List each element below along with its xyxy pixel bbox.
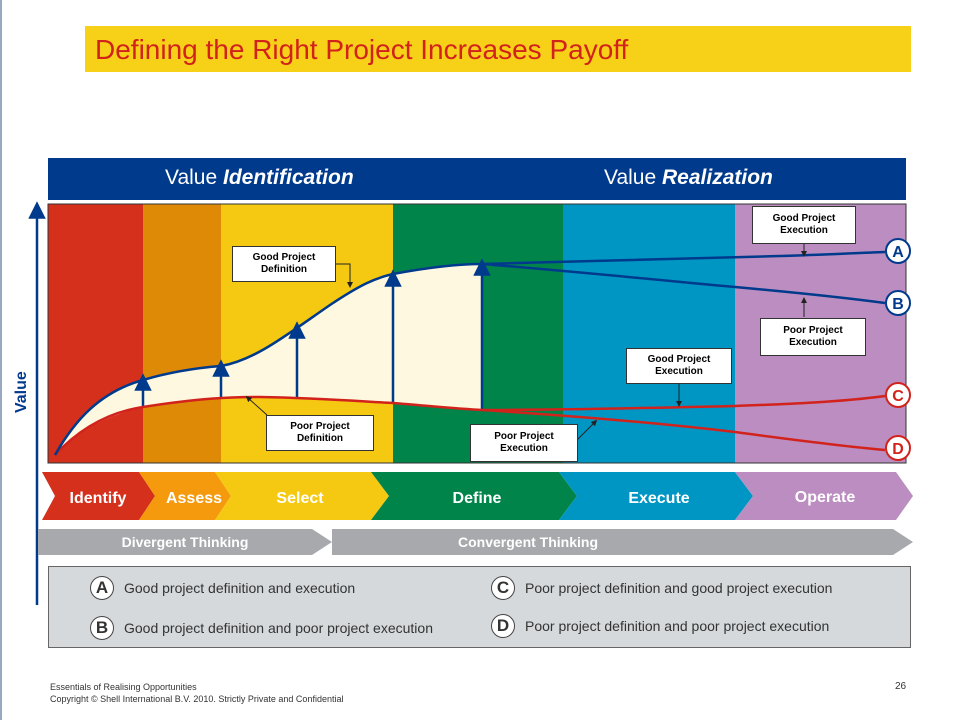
callout-poor-project-definition: Poor Project Definition	[266, 415, 374, 451]
realization-prefix: Value	[604, 166, 662, 189]
phase-label-select: Select	[276, 490, 324, 507]
phase-arrow-select	[215, 472, 389, 520]
leader-poor-definition	[245, 395, 268, 416]
phase-label-identify: Identify	[70, 490, 127, 507]
legend-text-a: Good project definition and execution	[124, 580, 356, 596]
curve-a-letter: A	[892, 244, 904, 261]
divergent-thinking-arrow	[38, 529, 332, 555]
footer: Essentials of Realising Opportunities Co…	[50, 681, 343, 705]
callout-poor-project-execution-operate: Poor Project Execution	[760, 318, 866, 356]
callout-line: Poor Project	[783, 325, 843, 336]
value-header: Value Identification Value Realization	[48, 158, 906, 200]
leader-poor-execution-define	[576, 419, 598, 441]
legend-item-a: A Good project definition and execution	[90, 576, 355, 600]
legend-letter-a: A	[90, 576, 114, 600]
legend-text-d: Poor project definition and poor project…	[525, 618, 830, 634]
page-title: Defining the Right Project Increases Pay…	[95, 34, 629, 65]
page-number: 26	[895, 681, 907, 692]
callout-line: Execution	[789, 337, 837, 348]
phase-arrow-identify	[42, 472, 155, 520]
leader-good-definition	[336, 263, 353, 288]
legend-text-b: Good project definition and poor project…	[124, 620, 433, 636]
callout-line: Poor Project	[290, 421, 350, 432]
divergent-thinking-label: Divergent Thinking	[122, 534, 249, 550]
callout-good-project-execution-execute: Good Project Execution	[626, 348, 732, 384]
curve-d-marker	[885, 435, 911, 461]
identification-word: Identification	[223, 166, 354, 189]
phase-label-assess: Assess	[166, 490, 222, 507]
curve-d-line	[481, 408, 886, 452]
callout-line: Good Project	[647, 354, 711, 365]
value-axis-label: Value	[13, 371, 30, 413]
callout-line: Good Project	[252, 252, 316, 263]
left-rule	[0, 0, 2, 720]
curve-b-letter: B	[892, 296, 904, 313]
band-assess	[143, 204, 221, 463]
callout-line: Definition	[260, 264, 308, 275]
chart-frame	[47, 203, 907, 464]
callout-line: Execution	[655, 366, 703, 377]
legend: A Good project definition and execution …	[48, 566, 911, 648]
phase-label-execute: Execute	[628, 490, 689, 507]
legend-letter-c: C	[491, 576, 515, 600]
callout-good-project-definition: Good Project Definition	[232, 246, 336, 282]
phase-arrow-assess	[139, 472, 231, 520]
convergent-thinking-arrow	[332, 529, 913, 555]
phase-arrow-operate	[735, 472, 913, 520]
callout-line: Good Project	[772, 213, 836, 224]
curve-a-marker	[885, 238, 911, 264]
value-identification-heading: Value Identification	[165, 166, 354, 190]
footer-copyright: Copyright © Shell International B.V. 201…	[50, 694, 344, 704]
footer-course-title: Essentials of Realising Opportunities	[50, 682, 197, 692]
legend-letter-b: B	[90, 616, 114, 640]
phase-label-operate: Operate	[795, 489, 856, 506]
callout-good-project-execution-operate: Good Project Execution	[752, 206, 856, 244]
curve-a-line	[53, 250, 886, 456]
callout-line: Execution	[500, 443, 548, 454]
curve-c-marker	[885, 382, 911, 408]
legend-item-c: C Poor project definition and good proje…	[491, 576, 832, 600]
curve-b-marker	[885, 290, 911, 316]
legend-item-d: D Poor project definition and poor proje…	[491, 614, 829, 638]
legend-letter-d: D	[491, 614, 515, 638]
callout-line: Poor Project	[494, 431, 554, 442]
value-gap-area	[55, 264, 482, 455]
curve-b-line	[481, 262, 886, 305]
title-bar: Defining the Right Project Increases Pay…	[85, 26, 911, 72]
curve-d-letter: D	[892, 441, 904, 458]
value-realization-heading: Value Realization	[604, 166, 773, 190]
identification-prefix: Value	[165, 166, 223, 189]
band-execute	[563, 204, 735, 463]
callout-line: Execution	[780, 225, 828, 236]
curve-c-letter: C	[892, 388, 904, 405]
phase-arrow-define	[371, 472, 577, 520]
phase-arrow-execute	[559, 472, 753, 520]
callout-poor-project-execution-define: Poor Project Execution	[470, 424, 578, 462]
callout-line: Definition	[296, 433, 344, 444]
legend-text-c: Poor project definition and good project…	[525, 580, 833, 596]
phase-label-define: Define	[453, 490, 502, 507]
convergent-thinking-label: Convergent Thinking	[458, 534, 598, 550]
realization-word: Realization	[662, 166, 773, 189]
curve-c-line	[54, 394, 886, 456]
legend-item-b: B Good project definition and poor proje…	[90, 616, 433, 640]
